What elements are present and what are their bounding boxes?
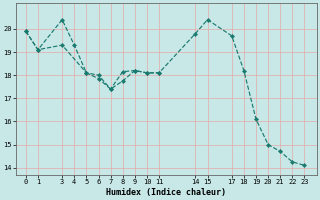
X-axis label: Humidex (Indice chaleur): Humidex (Indice chaleur): [106, 188, 226, 197]
